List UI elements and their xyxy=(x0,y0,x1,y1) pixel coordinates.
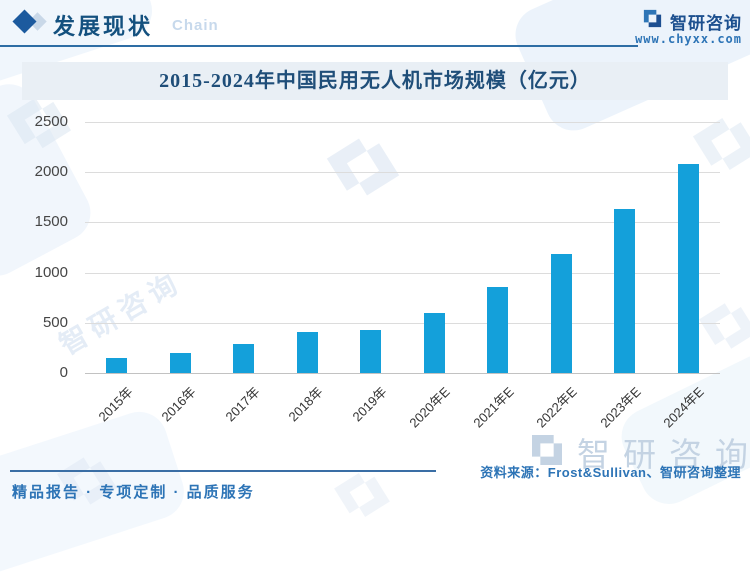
bar xyxy=(233,343,255,373)
watermark-logo-icon xyxy=(325,458,399,532)
watermark-brand-large-text: 智研咨询 xyxy=(577,436,750,473)
y-tick-label: 2000 xyxy=(34,163,68,181)
header-divider xyxy=(0,45,638,47)
chart-title-banner: 2015-2024年中国民用无人机市场规模（亿元） xyxy=(22,62,728,100)
gridline xyxy=(85,272,720,274)
watermark-brand-large: 智研咨询 xyxy=(527,428,750,476)
brand-name: 智研咨询 xyxy=(670,13,742,33)
bar xyxy=(487,287,509,373)
section-title: 发展现状 xyxy=(53,14,154,39)
gridline xyxy=(85,322,720,324)
footer-tagline: 精品报告 · 专项定制 · 品质服务 xyxy=(12,484,255,501)
gridline xyxy=(85,222,720,224)
y-tick-label: 0 xyxy=(59,364,68,381)
plot-layer: 0 500 1000 1500 2000 2500 2015年 2016年 2017年 2018年… xyxy=(34,113,720,431)
watermark-logo-icon xyxy=(0,80,82,165)
y-tick-label: 1000 xyxy=(34,263,68,281)
watermark-logo-icon xyxy=(315,119,411,215)
watermark-logo-icon xyxy=(527,430,567,475)
data-source: 资料来源：Frost&Sullivan、智研咨询整理 xyxy=(480,465,741,480)
footer-divider xyxy=(10,470,436,472)
bar xyxy=(106,358,128,373)
diamond-icon xyxy=(12,9,37,34)
bar xyxy=(614,208,636,373)
page-header: 发展现状 Chain 智研咨询 www.chyxx.com xyxy=(0,0,750,47)
bar xyxy=(550,253,572,373)
bar xyxy=(360,329,382,373)
y-tick-label: 500 xyxy=(42,313,68,331)
brand-block: 智研咨询 xyxy=(641,7,742,35)
header-watermark-text: Chain xyxy=(172,17,219,34)
bar xyxy=(169,352,191,373)
brand-url: www.chyxx.com xyxy=(635,32,742,46)
gridline xyxy=(85,122,720,123)
gridline xyxy=(85,172,720,174)
gridline xyxy=(85,373,720,374)
y-tick-label: 2500 xyxy=(34,113,68,130)
chart-title: 2015-2024年中国民用无人机市场规模（亿元） xyxy=(159,70,591,92)
watermark-logo-icon xyxy=(689,287,750,364)
y-tick-label: 1500 xyxy=(34,213,68,231)
watermark-logo-icon xyxy=(682,100,750,188)
bar xyxy=(423,312,445,373)
bar xyxy=(296,332,318,373)
bar xyxy=(677,164,699,373)
brand-logo-icon xyxy=(641,7,664,35)
watermark-logo-icon xyxy=(47,441,127,521)
